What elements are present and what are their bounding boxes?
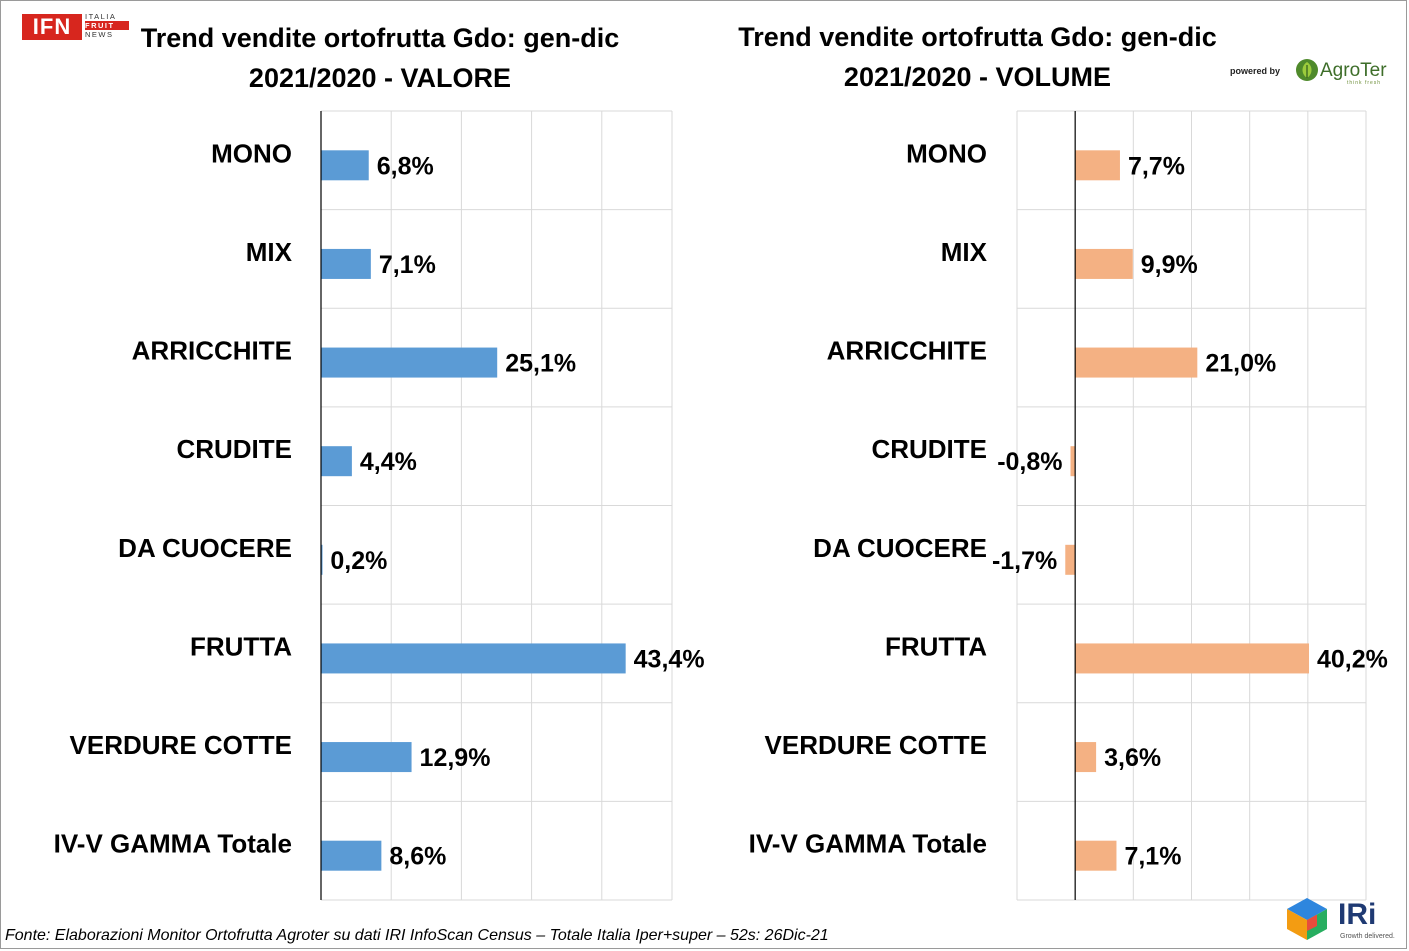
category-label-valore-4: DA CUOCERE bbox=[118, 533, 292, 563]
agroter-logo-name: AgroTer bbox=[1320, 60, 1387, 81]
value-label-volume-7: 7,1% bbox=[1124, 843, 1181, 871]
bar-valore-7 bbox=[321, 840, 382, 871]
category-label-volume-6: VERDURE COTTE bbox=[765, 730, 987, 760]
bar-valore-4 bbox=[321, 544, 323, 575]
iri-cube-icon bbox=[1287, 898, 1327, 940]
value-label-valore-5: 43,4% bbox=[634, 645, 705, 673]
bar-volume-1 bbox=[1075, 248, 1133, 279]
category-label-valore-2: ARRICCHITE bbox=[132, 336, 292, 366]
category-label-volume-3: CRUDITE bbox=[871, 434, 987, 464]
iri-logo-tagline: Growth delivered. bbox=[1340, 933, 1395, 940]
bar-volume-3 bbox=[1070, 446, 1076, 477]
category-label-volume-4: DA CUOCERE bbox=[813, 533, 987, 563]
value-label-valore-7: 8,6% bbox=[389, 843, 446, 871]
ifn-logo-mark: IFN bbox=[22, 14, 82, 40]
powered-by-label: powered by bbox=[1230, 66, 1281, 76]
chart-valore: MONO 6,8% MIX 7,1% ARRICCHITE 25,1% CRUDITE 4,4… bbox=[54, 110, 705, 901]
value-label-volume-4: -1,7% bbox=[992, 547, 1057, 575]
value-label-valore-2: 25,1% bbox=[505, 350, 576, 378]
category-label-valore-5: FRUTTA bbox=[190, 631, 292, 661]
bar-volume-2 bbox=[1075, 347, 1198, 378]
category-label-valore-6: VERDURE COTTE bbox=[70, 730, 292, 760]
bar-valore-0 bbox=[321, 150, 369, 181]
bar-volume-4 bbox=[1065, 544, 1076, 575]
category-label-volume-2: ARRICCHITE bbox=[827, 336, 987, 366]
value-label-valore-6: 12,9% bbox=[420, 744, 491, 772]
bar-valore-5 bbox=[321, 643, 626, 674]
ifn-logo-subtitle: ITALIA FRUIT NEWS bbox=[85, 12, 129, 39]
bar-valore-2 bbox=[321, 347, 498, 378]
category-label-volume-5: FRUTTA bbox=[885, 631, 987, 661]
chart-title-valore-line-2: 2021/2020 - VALORE bbox=[248, 63, 512, 93]
bar-volume-7 bbox=[1075, 840, 1117, 871]
value-label-valore-1: 7,1% bbox=[379, 251, 436, 279]
value-label-valore-0: 6,8% bbox=[377, 152, 434, 180]
category-label-valore-1: MIX bbox=[246, 237, 293, 267]
bar-volume-6 bbox=[1075, 742, 1097, 773]
chart-title-volume-line-2: 2021/2020 - VOLUME bbox=[843, 62, 1112, 92]
value-label-valore-4: 0,2% bbox=[330, 547, 387, 575]
category-label-volume-0: MONO bbox=[906, 138, 987, 168]
value-label-volume-5: 40,2% bbox=[1317, 645, 1388, 673]
bar-volume-0 bbox=[1075, 150, 1120, 181]
ifn-logo-line-3: NEWS bbox=[85, 30, 114, 39]
chart-title-volume: Trend vendite ortofrutta Gdo: gen-dic 20… bbox=[720, 17, 1235, 97]
bar-valore-1 bbox=[321, 248, 371, 279]
chart-title-valore-line-1: Trend vendite ortofrutta Gdo: gen-dic bbox=[140, 23, 620, 53]
category-label-volume-1: MIX bbox=[941, 237, 988, 267]
value-label-volume-3: -0,8% bbox=[997, 448, 1062, 476]
source-note: Fonte: Elaborazioni Monitor Ortofrutta A… bbox=[5, 927, 829, 944]
value-label-volume-6: 3,6% bbox=[1104, 744, 1161, 772]
bar-valore-3 bbox=[321, 446, 352, 477]
ifn-logo-line-1: ITALIA bbox=[85, 12, 117, 21]
agroter-leaf-icon bbox=[1296, 59, 1318, 81]
bar-volume-5 bbox=[1075, 643, 1309, 674]
category-label-valore-3: CRUDITE bbox=[176, 434, 292, 464]
bar-valore-6 bbox=[321, 742, 412, 773]
category-label-valore-0: MONO bbox=[211, 138, 292, 168]
iri-logo-name: IRi bbox=[1338, 898, 1377, 931]
chart-title-volume-line-1: Trend vendite ortofrutta Gdo: gen-dic bbox=[738, 22, 1217, 52]
chart-title-valore: Trend vendite ortofrutta Gdo: gen-dic 20… bbox=[120, 18, 640, 98]
ifn-logo-line-2: FRUIT bbox=[85, 21, 129, 30]
chart-volume: MONO 7,7% MIX 9,9% ARRICCHITE 21,0% CRUDITE -0,… bbox=[749, 110, 1388, 901]
value-label-volume-0: 7,7% bbox=[1128, 152, 1185, 180]
category-label-valore-7: IV-V GAMMA Totale bbox=[54, 829, 292, 859]
ifn-logo: IFN ITALIA FRUIT NEWS bbox=[22, 12, 129, 42]
value-label-volume-2: 21,0% bbox=[1205, 350, 1276, 378]
value-label-valore-3: 4,4% bbox=[360, 448, 417, 476]
category-label-volume-7: IV-V GAMMA Totale bbox=[749, 829, 987, 859]
agroter-logo-tagline: think fresh bbox=[1347, 80, 1382, 86]
value-label-volume-1: 9,9% bbox=[1141, 251, 1198, 279]
